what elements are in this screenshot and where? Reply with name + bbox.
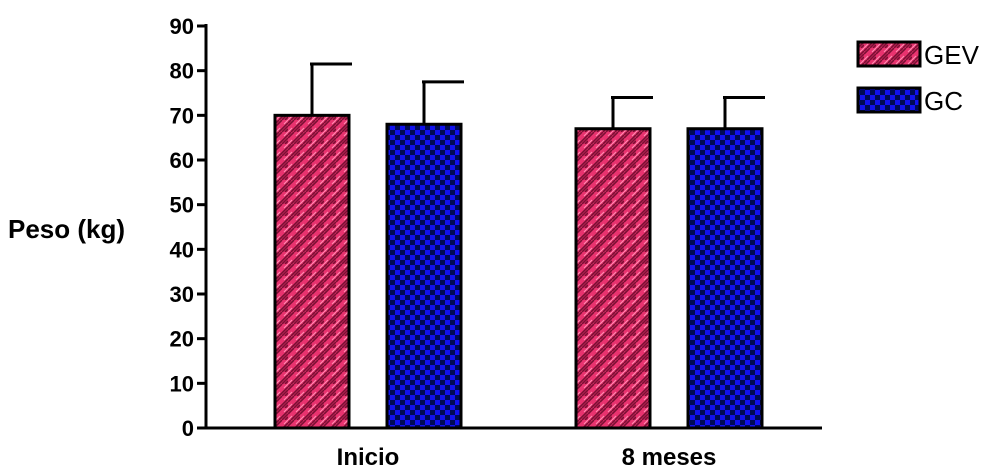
y-axis-title: Peso (kg) <box>8 214 125 244</box>
x-category-label: Inicio <box>337 444 400 470</box>
y-tick-label: 40 <box>170 237 194 262</box>
x-category-label: 8 meses <box>622 444 717 470</box>
bar-gev-1 <box>574 127 652 430</box>
bar-gev-0 <box>273 113 351 430</box>
chart-error-bars <box>310 62 765 129</box>
y-tick-label: 50 <box>170 193 194 218</box>
y-tick-label: 90 <box>170 14 194 39</box>
y-tick-label: 30 <box>170 282 194 307</box>
legend: GEV GC <box>856 40 980 116</box>
y-tick-label: 0 <box>182 416 194 441</box>
legend-swatch-gev <box>856 40 922 68</box>
legend-label-gev: GEV <box>924 40 980 70</box>
bar-gc-0 <box>385 122 463 430</box>
bar-gc-1 <box>686 127 764 430</box>
chart-bars <box>273 113 764 430</box>
y-tick-label: 60 <box>170 148 194 173</box>
y-tick-label: 20 <box>170 327 194 352</box>
y-tick-label: 10 <box>170 371 194 396</box>
y-tick-label: 80 <box>170 59 194 84</box>
legend-label-gc: GC <box>924 86 963 116</box>
y-tick-label: 70 <box>170 103 194 128</box>
y-axis-ticks: 0 10 20 30 40 50 60 70 80 90 <box>170 14 206 441</box>
x-axis-categories: Inicio 8 meses <box>337 444 717 470</box>
legend-swatch-gc <box>856 86 922 114</box>
